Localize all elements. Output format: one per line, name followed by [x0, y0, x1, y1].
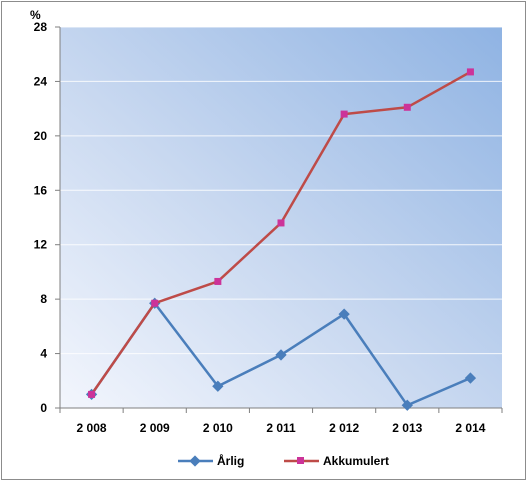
data-point-square [277, 219, 285, 227]
plot-area [60, 27, 502, 408]
y-tick-label: 0 [40, 401, 47, 415]
x-tick-label: 2 011 [266, 421, 296, 435]
legend-label-akkumulert: Akkumulert [323, 454, 389, 468]
legend-marker-arlig [189, 455, 201, 467]
x-tick-labels: 2 008 2 009 2 010 2 011 2 012 2 013 2 014 [77, 421, 486, 435]
data-point-diamond [464, 372, 477, 384]
gridlines [60, 26, 502, 355]
data-point-square [214, 277, 222, 285]
series-lines [85, 68, 477, 411]
x-tick-label: 2 009 [140, 421, 170, 435]
x-tick-label: 2 010 [203, 421, 233, 435]
data-point-square [403, 103, 411, 111]
x-tick-label: 2 013 [392, 421, 422, 435]
data-point-square [466, 68, 474, 76]
data-point-square [151, 299, 159, 307]
y-tick-label: 24 [34, 74, 48, 88]
y-tick-label: 4 [40, 347, 47, 361]
y-tick-label: 20 [34, 129, 48, 143]
data-point-diamond [338, 308, 350, 320]
x-tick-label: 2 008 [77, 421, 107, 435]
legend-label-arlig: Årlig [217, 453, 244, 468]
axes [55, 26, 503, 413]
y-tick-label: 8 [40, 292, 47, 306]
data-point-diamond [212, 380, 224, 392]
data-point-square [340, 110, 348, 118]
data-point-diamond [401, 399, 413, 411]
y-tick-label: 16 [34, 183, 48, 197]
y-axis-unit-label: % [30, 8, 41, 22]
legend: Årlig Akkumulert [178, 453, 389, 468]
x-tick-label: 2 012 [329, 421, 359, 435]
y-tick-label: 12 [34, 238, 48, 252]
data-point-diamond [275, 349, 287, 361]
x-tick-label: 2 014 [455, 421, 485, 435]
y-tick-labels: 0 4 8 12 16 20 24 28 [34, 20, 48, 415]
data-point-square [88, 390, 96, 398]
legend-marker-akkumulert [297, 457, 304, 464]
y-tick-label: 28 [34, 20, 48, 34]
